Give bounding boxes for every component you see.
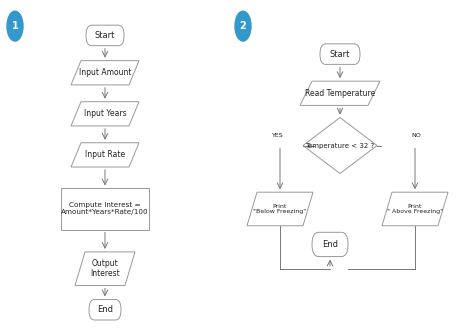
- Polygon shape: [71, 102, 139, 126]
- Polygon shape: [303, 118, 377, 174]
- FancyBboxPatch shape: [312, 232, 348, 257]
- Text: Input Years: Input Years: [84, 109, 126, 118]
- Text: Input Rate: Input Rate: [85, 150, 125, 159]
- Bar: [61, 188, 149, 229]
- Text: Print
" Above Freezing": Print " Above Freezing": [387, 204, 443, 214]
- Circle shape: [235, 11, 251, 41]
- Text: YES: YES: [273, 133, 284, 138]
- Text: Start: Start: [330, 50, 350, 58]
- Polygon shape: [75, 252, 135, 286]
- Polygon shape: [382, 192, 448, 226]
- Polygon shape: [247, 192, 313, 226]
- Polygon shape: [71, 143, 139, 167]
- Text: Temperature < 32 ?: Temperature < 32 ?: [305, 143, 374, 149]
- Text: Compute Interest =
Amount*Years*Rate/100: Compute Interest = Amount*Years*Rate/100: [61, 202, 149, 215]
- Text: Output
Interest: Output Interest: [90, 259, 120, 279]
- Text: End: End: [97, 305, 113, 314]
- FancyBboxPatch shape: [89, 300, 121, 320]
- Polygon shape: [300, 81, 380, 106]
- Text: 1: 1: [12, 21, 18, 31]
- Text: 2: 2: [240, 21, 246, 31]
- Text: Input Amount: Input Amount: [79, 68, 131, 77]
- Text: End: End: [322, 240, 338, 249]
- Text: Start: Start: [95, 31, 115, 40]
- Text: Read Temperature: Read Temperature: [305, 89, 375, 98]
- Text: Print
"Below Freezing": Print "Below Freezing": [254, 204, 307, 214]
- FancyBboxPatch shape: [86, 25, 124, 46]
- FancyBboxPatch shape: [320, 44, 360, 64]
- Text: NO: NO: [411, 133, 421, 138]
- Circle shape: [7, 11, 23, 41]
- Polygon shape: [71, 61, 139, 85]
